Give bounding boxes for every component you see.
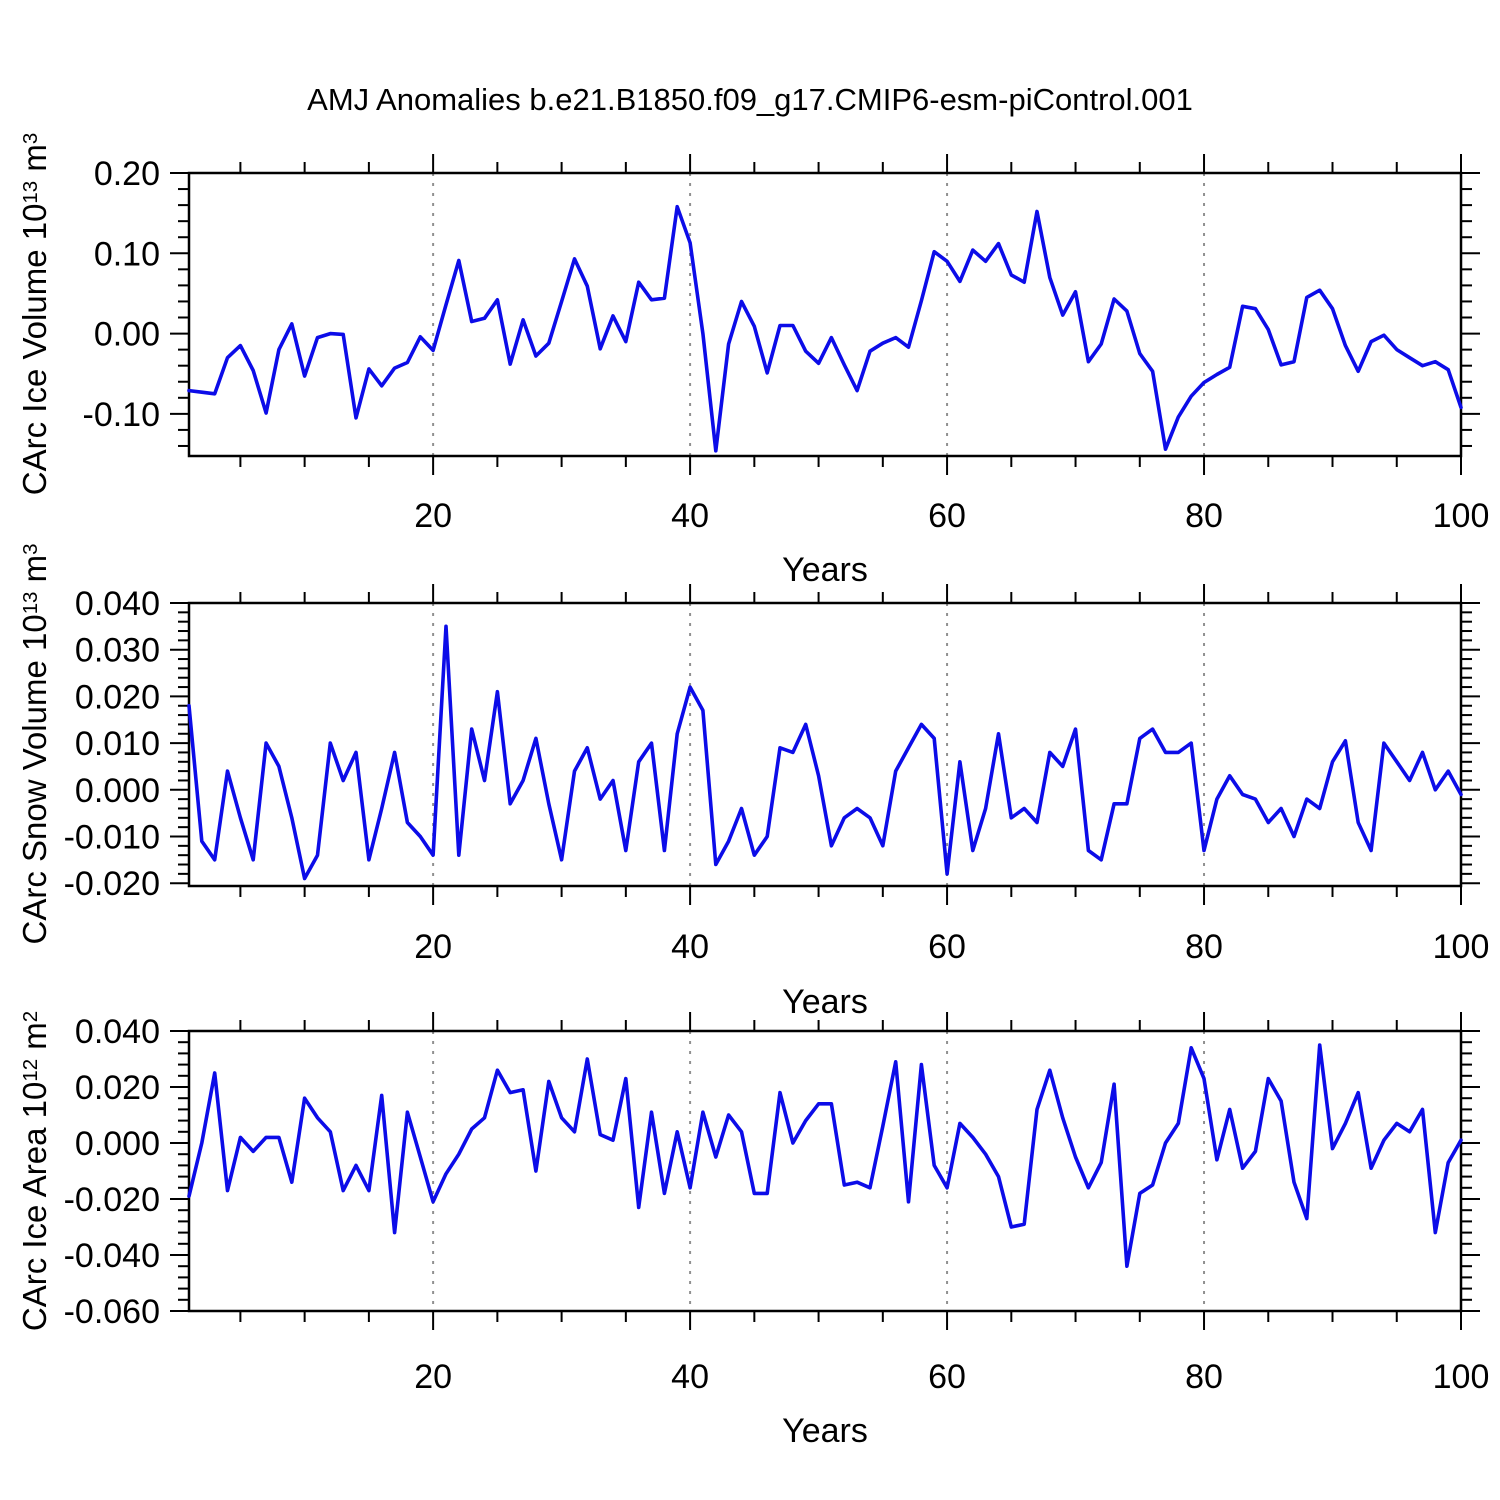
x-tick-label: 40: [671, 1358, 709, 1396]
x-tick-label: 60: [928, 1358, 966, 1396]
plot-frame: [187, 1029, 1463, 1313]
y-tick-label: 0.010: [75, 725, 160, 763]
y-tick-label: 0.030: [75, 632, 160, 670]
y-tick-label: -0.020: [64, 865, 160, 903]
y-axis-title-text: CArc Ice Volume 10: [16, 203, 53, 496]
y-axis-title-unit: m: [16, 1022, 53, 1059]
x-tick-label: 100: [1433, 1358, 1490, 1396]
series-line-ice-area: [187, 1043, 1463, 1268]
y-tick-label: 0.020: [75, 1069, 160, 1107]
y-axis-title-unit: m: [16, 554, 53, 592]
y-axis-title-ice-volume: CArc Ice Volume 1013 m3: [16, 133, 54, 495]
plot-frame: [187, 601, 1463, 888]
y-axis-title-exponent: 13: [18, 180, 42, 204]
x-tick-label: 80: [1185, 497, 1223, 535]
x-tick-label: 20: [414, 497, 452, 535]
y-tick-label: 0.040: [75, 585, 160, 623]
y-axis-title-unit: m: [16, 144, 53, 181]
y-tick-label: 0.040: [75, 1013, 160, 1051]
panel-snow-volume: 20 40 60 80 100 0.040 0.030 0.020 0.010 0.000 -0.0…: [64, 584, 1490, 966]
x-tick-label: 20: [414, 1358, 452, 1396]
y-tick-label: 0.00: [94, 316, 160, 354]
x-axis-title-panel3: Years: [782, 1412, 868, 1450]
y-tick-label: 0.000: [75, 1125, 160, 1163]
x-axis-title-panel2: Years: [782, 983, 868, 1021]
x-tick-label: 20: [414, 928, 452, 966]
chart-title: AMJ Anomalies b.e21.B1850.f09_g17.CMIP6-…: [307, 82, 1193, 117]
y-tick-label: -0.040: [64, 1237, 160, 1275]
x-tick-label: 80: [1185, 928, 1223, 966]
x-tick-label: 100: [1433, 497, 1490, 535]
y-tick-label: -0.020: [64, 1181, 160, 1219]
y-axis-title-snow-volume: CArc Snow Volume 1013 m3: [16, 544, 54, 945]
y-axis-title-exponent: 13: [18, 591, 42, 615]
y-tick-label: -0.10: [83, 396, 161, 434]
y-tick-label: 0.000: [75, 772, 160, 810]
y-axis-title-ice-area: CArc Ice Area 1012 m2: [16, 1011, 54, 1331]
x-tick-label: 40: [671, 497, 709, 535]
y-tick-label: -0.060: [64, 1293, 160, 1331]
y-tick-label: 0.020: [75, 678, 160, 716]
plot-frame: [187, 171, 1463, 458]
y-axis-title-unit-exponent: 3: [18, 132, 42, 145]
series-line-ice-volume: [187, 204, 1463, 453]
y-tick-label: 0.20: [94, 155, 160, 193]
series-line-snow-volume: [187, 624, 1463, 881]
y-axis-title-unit-exponent: 3: [18, 543, 42, 555]
y-axis-title-unit-exponent: 2: [18, 1010, 42, 1023]
y-tick-label: -0.010: [64, 818, 160, 856]
y-axis-title-exponent: 12: [18, 1058, 42, 1082]
y-axis-title-text: CArc Snow Volume 10: [16, 614, 53, 945]
x-tick-label: 60: [928, 928, 966, 966]
panel-ice-area: 20 40 60 80 100 0.040 0.020 0.000 -0.020 -0.040 -0…: [64, 1012, 1490, 1396]
panel-ice-volume: 20 40 60 80 100 0.20 0.10 0.00 -0.10: [83, 154, 1490, 535]
x-axis-title-panel1: Years: [782, 551, 868, 589]
y-axis-title-text: CArc Ice Area 10: [16, 1081, 53, 1332]
y-tick-label: 0.10: [94, 235, 160, 273]
x-tick-label: 100: [1433, 928, 1490, 966]
x-tick-label: 40: [671, 928, 709, 966]
x-tick-label: 60: [928, 497, 966, 535]
x-tick-label: 80: [1185, 1358, 1223, 1396]
